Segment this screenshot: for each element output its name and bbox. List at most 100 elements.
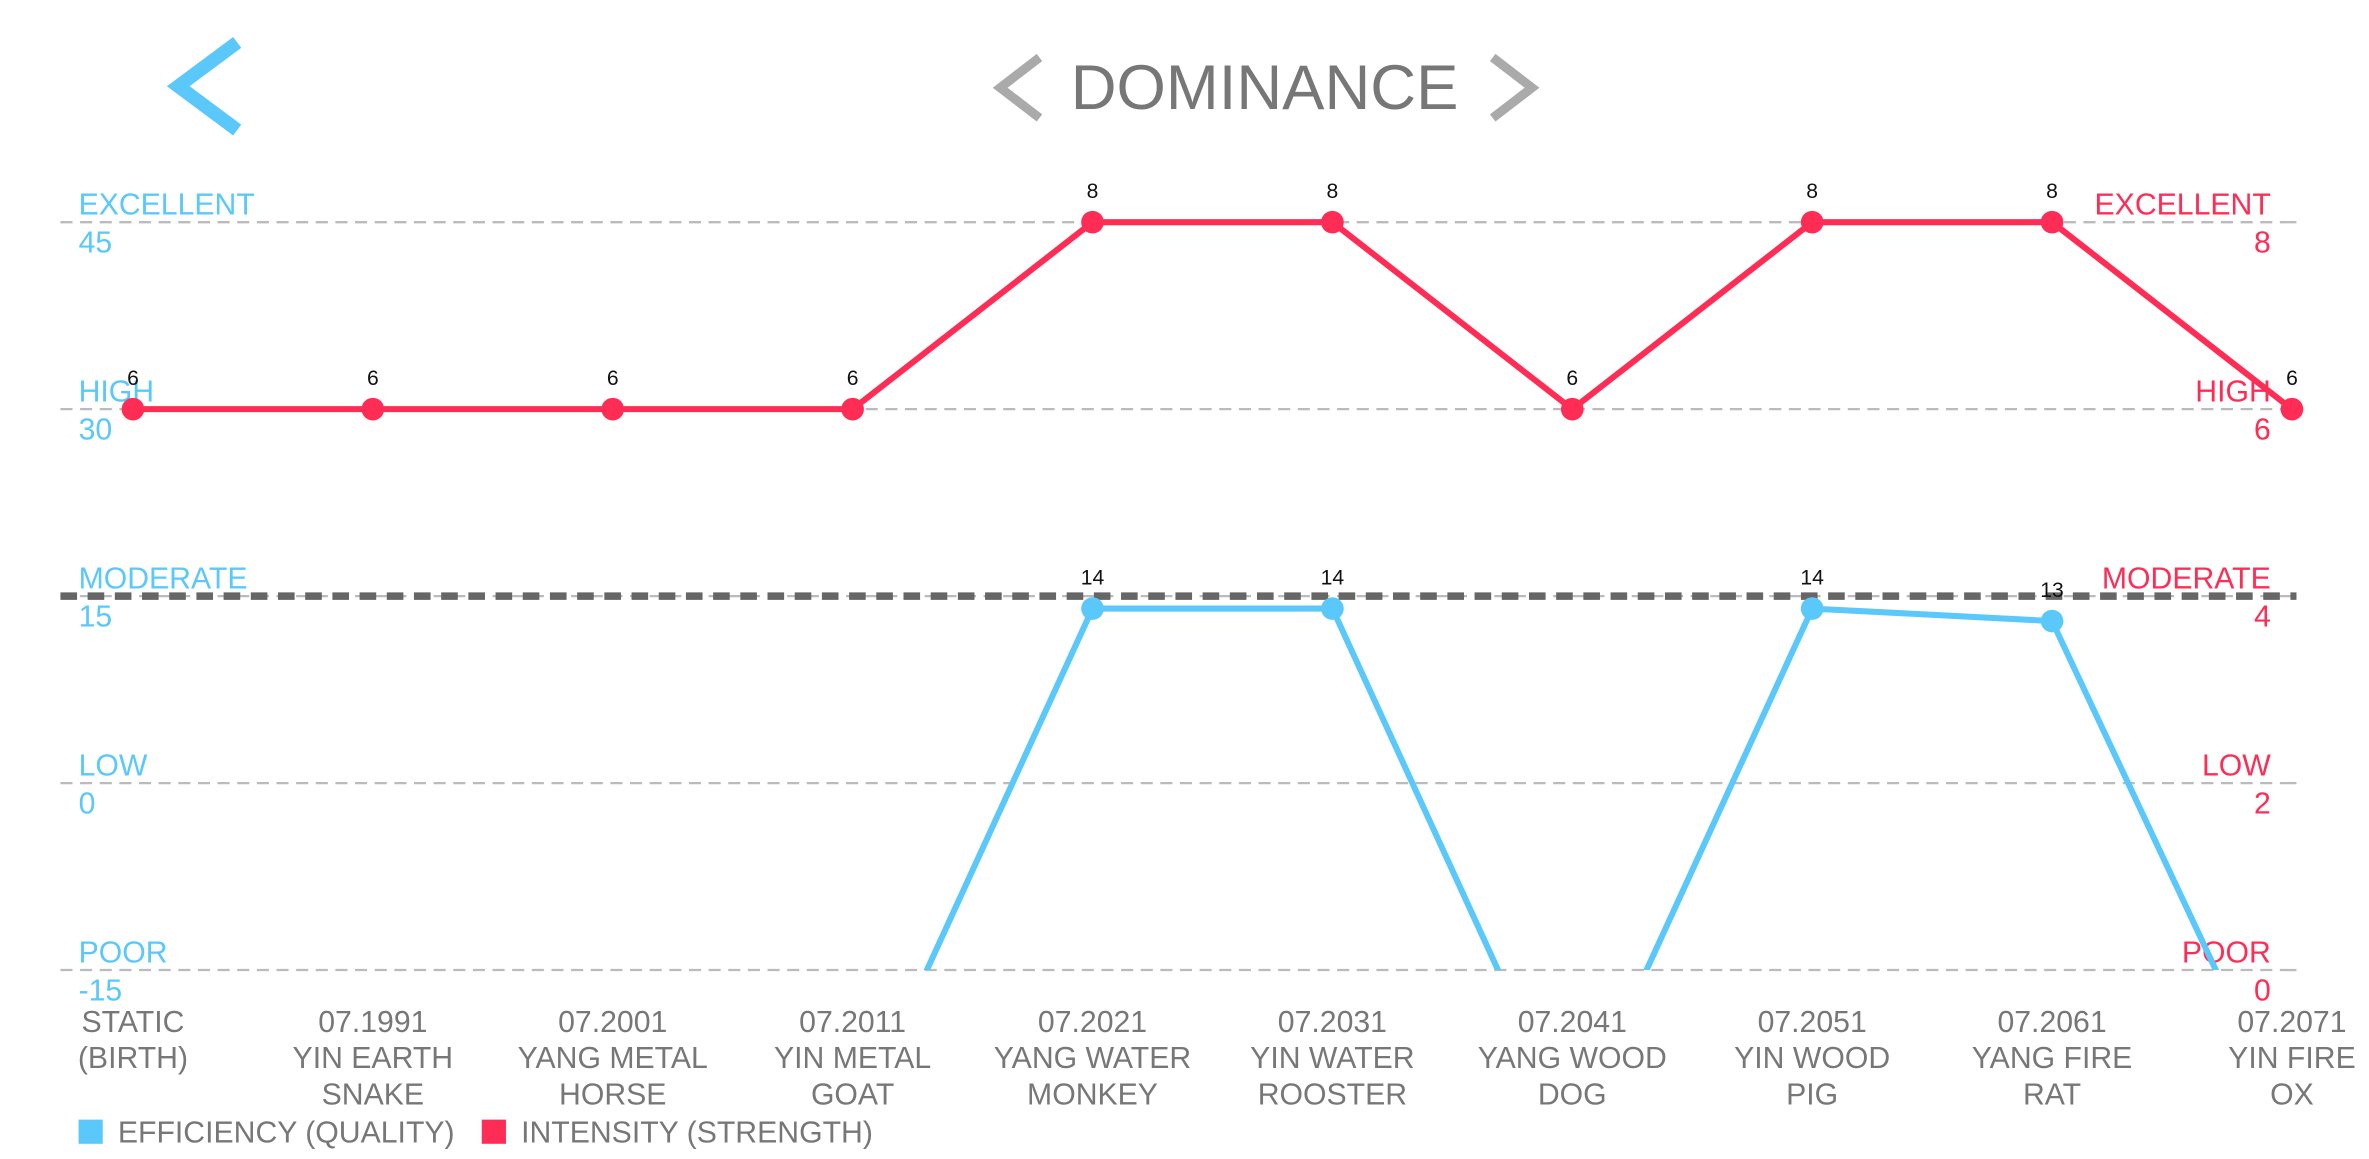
data-point [601, 397, 625, 421]
y2-tick-label: 4 [2254, 600, 2271, 633]
series [923, 597, 2304, 1144]
data-label: 14 [1081, 566, 1105, 589]
x-tick-line: YANG WATER [994, 1042, 1191, 1075]
x-tick-line: 07.2051 [1758, 1006, 1867, 1039]
data-label: 8 [1327, 180, 1339, 203]
x-tick-line: 07.2001 [558, 1006, 667, 1039]
x-tick-line: YIN METAL [774, 1042, 931, 1075]
data-point [1321, 210, 1344, 234]
y2-tick-label: 0 [2254, 974, 2271, 1007]
x-tick-line: YIN FIRE [2228, 1042, 2356, 1075]
x-tick-line: 07.2071 [2237, 1006, 2346, 1039]
x-tick-line: YANG WOOD [1478, 1042, 1667, 1075]
y-tick-name: MODERATE [79, 563, 248, 596]
legend-label: INTENSITY (STRENGTH) [521, 1116, 873, 1149]
x-tick-line: ROOSTER [1258, 1079, 1407, 1112]
legend-swatch [78, 1119, 103, 1144]
y-tick-label: 0 [79, 787, 96, 820]
y2-tick-name: POOR [2182, 936, 2271, 969]
y2-tick-label: 6 [2254, 413, 2271, 446]
next-button[interactable] [1489, 53, 1540, 122]
y2-tick-label: 8 [2254, 226, 2271, 259]
series-line [923, 605, 2220, 971]
x-tick-line: RAT [2023, 1079, 2081, 1112]
x-tick-line: STATIC [81, 1006, 184, 1039]
y-tick-label: 30 [79, 413, 113, 446]
data-label: 8 [2046, 180, 2058, 203]
data-point [361, 397, 385, 421]
x-tick-line: MONKEY [1027, 1079, 1158, 1112]
data-label: 6 [127, 367, 139, 390]
back-button[interactable] [166, 36, 242, 136]
x-tick-line: YIN WATER [1250, 1042, 1414, 1075]
x-tick-line: 07.1991 [318, 1006, 427, 1039]
y-tick-name: LOW [79, 750, 148, 783]
data-label: 6 [367, 367, 379, 390]
x-tick-label: 07.2051 YIN WOOD PIG [1734, 1006, 1890, 1112]
x-tick-line: OX [2270, 1079, 2314, 1112]
data-point [2280, 397, 2304, 421]
data-label: 8 [1087, 180, 1099, 203]
data-label: 14 [1321, 566, 1345, 589]
x-tick-line: YANG FIRE [1972, 1042, 2133, 1075]
y-tick-name: POOR [79, 936, 168, 969]
x-tick-label: 07.2021 YANG WATER MONKEY [994, 1006, 1191, 1112]
chart-title: DOMINANCE [1071, 53, 1459, 123]
previous-button[interactable] [992, 53, 1043, 122]
x-tick-line: 07.2021 [1038, 1006, 1147, 1039]
data-point [121, 397, 145, 421]
y2-tick-label: 2 [2254, 787, 2271, 820]
x-tick-line: DOG [1538, 1079, 1607, 1112]
y-tick-label: 45 [79, 226, 113, 259]
data-label: 8 [1806, 180, 1818, 203]
x-tick-line: PIG [1786, 1079, 1838, 1112]
series-line [132, 219, 2294, 413]
y2-tick-name: MODERATE [2102, 563, 2271, 596]
x-tick-label: 07.2041 YANG WOOD DOG [1478, 1006, 1667, 1112]
x-tick-line: 07.2011 [799, 1006, 906, 1039]
data-point [1561, 1121, 1584, 1144]
data-point [1081, 210, 1104, 234]
y-tick-label: 15 [79, 600, 113, 633]
x-tick-label: 07.2031 YIN WATER ROOSTER [1250, 1006, 1414, 1112]
x-tick-line: SNAKE [322, 1079, 424, 1112]
y2-tick-name: LOW [2202, 750, 2271, 783]
y-tick-name: EXCELLENT [79, 189, 255, 222]
data-point [1800, 597, 1824, 620]
y-tick-label: -15 [79, 974, 123, 1007]
x-tick-line: YIN EARTH [293, 1042, 454, 1075]
data-point [2040, 609, 2064, 633]
x-tick-line: 07.2061 [1997, 1006, 2106, 1039]
data-point [1321, 597, 1344, 620]
legend-swatch [481, 1119, 506, 1144]
data-label: 6 [1566, 367, 1578, 390]
x-tick-label: 07.1991 YIN EARTH SNAKE [293, 1006, 454, 1112]
data-point [2281, 1121, 2304, 1144]
x-tick-label: 07.2061 YANG FIRE RAT [1972, 1006, 2133, 1112]
x-tick-line: 07.2031 [1278, 1006, 1387, 1039]
legend-label: EFFICIENCY (QUALITY) [118, 1116, 455, 1149]
x-tick-line: HORSE [559, 1079, 666, 1112]
data-label: 14 [1800, 566, 1824, 589]
x-tick-line: YIN WOOD [1734, 1042, 1890, 1075]
data-point [841, 397, 864, 421]
x-tick-label: 07.2011 YIN METAL GOAT [774, 1006, 931, 1112]
data-label: 6 [2286, 367, 2298, 390]
data-point [1081, 597, 1104, 620]
y2-tick-name: EXCELLENT [2095, 189, 2271, 222]
x-tick-line: GOAT [811, 1079, 894, 1112]
x-tick-line: 07.2041 [1518, 1006, 1627, 1039]
series [121, 210, 2304, 421]
x-tick-line: (BIRTH) [78, 1042, 188, 1075]
x-tick-line: YANG METAL [518, 1042, 708, 1075]
data-point [1800, 210, 1824, 234]
x-tick-label: 07.2071 YIN FIRE OX [2228, 1006, 2356, 1112]
data-point [2040, 210, 2064, 234]
data-label: 6 [607, 367, 619, 390]
x-tick-label: STATIC (BIRTH) [78, 1006, 188, 1075]
data-label: 13 [2040, 579, 2064, 602]
data-point [1560, 397, 1584, 421]
x-tick-label: 07.2001 YANG METAL HORSE [518, 1006, 708, 1112]
